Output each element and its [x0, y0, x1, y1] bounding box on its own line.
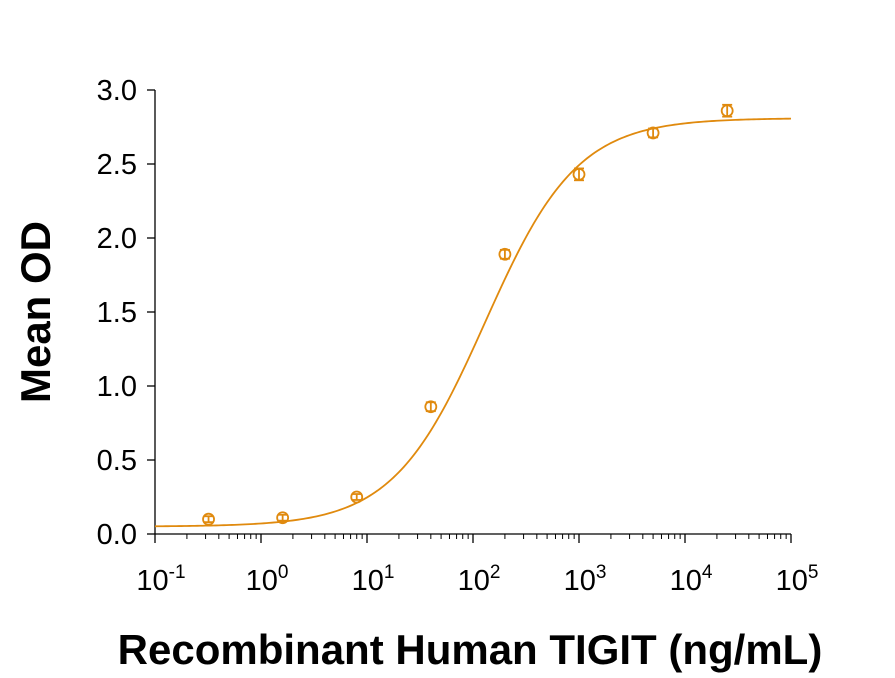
x-tick-label: 102: [458, 562, 501, 597]
data-point: [572, 167, 586, 181]
data-point: [202, 512, 215, 526]
x-axis-title: Recombinant Human TIGIT (ng/mL): [118, 626, 823, 673]
data-point: [424, 400, 438, 414]
x-tick-label: 103: [564, 562, 607, 597]
fit-curve: [154, 117, 792, 528]
y-tick-label: 0.0: [97, 519, 137, 551]
x-tick-label: 104: [670, 562, 713, 597]
plot-area: 0.0 0.5 1.0 1.5 2.0 2.5 3.0 10-1 100 101 102 103 104…: [97, 75, 819, 597]
y-tick-label: 0.5: [97, 445, 137, 477]
y-tick-label: 1.5: [97, 297, 137, 329]
y-axis-title: Mean OD: [12, 221, 59, 403]
y-tick-label: 2.5: [97, 149, 137, 181]
data-point: [720, 104, 734, 118]
x-tick-label: 100: [246, 562, 289, 597]
y-tick-label: 1.0: [97, 371, 137, 403]
y-tick-label: 2.0: [97, 223, 137, 255]
data-point: [646, 126, 660, 140]
data-point: [350, 490, 364, 504]
y-tick-label: 3.0: [97, 75, 137, 107]
x-tick-label: 10-1: [136, 562, 185, 597]
x-tick-label: 105: [776, 562, 819, 597]
data-point: [276, 511, 290, 525]
x-tick-label: 101: [352, 562, 395, 597]
data-point: [498, 247, 512, 261]
